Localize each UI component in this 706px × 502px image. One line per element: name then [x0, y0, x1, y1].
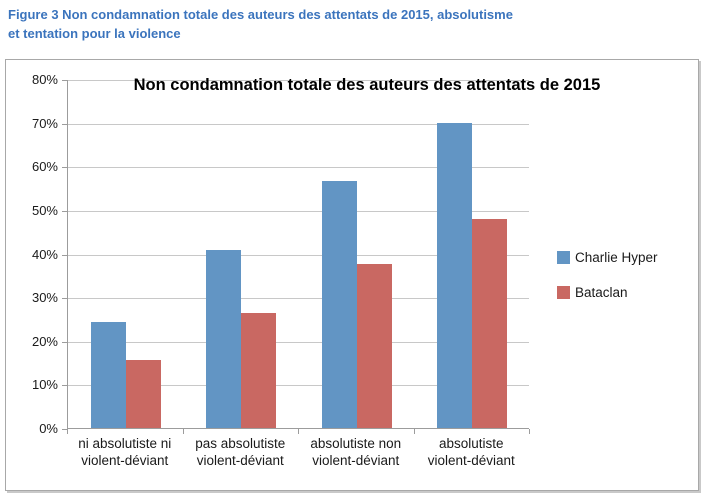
x-axis-category-label: absolutiste non violent-déviant — [310, 436, 402, 468]
gridline — [68, 210, 529, 212]
bar-charlie-hyper — [321, 180, 357, 428]
x-axis-category-label: pas absolutiste violent-déviant — [195, 436, 286, 468]
y-axis-tick-label: 80% — [31, 72, 58, 87]
x-axis-tick — [529, 429, 530, 434]
bar-bataclan — [472, 219, 508, 428]
y-axis-tick — [62, 80, 67, 81]
y-axis-tick — [62, 341, 67, 343]
x-axis-category-label: ni absolutiste ni violent-déviant — [78, 436, 172, 468]
bar-charlie-hyper — [90, 321, 126, 428]
gridline — [68, 167, 529, 169]
x-axis-tick — [67, 429, 68, 434]
bar-bataclan — [125, 359, 161, 428]
y-axis-tick-label: 50% — [31, 202, 58, 218]
y-axis-tick — [62, 167, 67, 169]
legend-item: Bataclan — [557, 285, 658, 300]
x-axis-category-label: absolutiste violent-déviant — [427, 436, 515, 468]
legend-label: Bataclan — [575, 285, 628, 300]
bar-charlie-hyper — [206, 250, 242, 428]
chart-title: Non condamnation totale des auteurs des … — [133, 76, 601, 94]
figure-caption-line1: Figure 3 Non condamnation totale des aut… — [8, 7, 513, 22]
gridline — [68, 298, 529, 300]
gridline — [68, 385, 529, 387]
x-axis-tick — [182, 429, 184, 434]
y-axis-tick-label: 40% — [31, 246, 58, 262]
gridline — [68, 341, 529, 343]
y-axis-tick-label: 20% — [31, 333, 58, 349]
bar-charlie-hyper — [437, 122, 473, 428]
y-axis-tick — [62, 385, 67, 387]
x-axis-tick — [413, 429, 415, 434]
bar-bataclan — [241, 312, 277, 428]
y-axis-tick — [62, 429, 67, 430]
y-axis-tick — [62, 123, 67, 125]
y-axis-tick — [62, 210, 67, 212]
legend: Charlie Hyper Bataclan — [557, 250, 658, 320]
figure-caption-line2: et tentation pour la violence — [8, 26, 181, 41]
plot-area — [67, 80, 529, 429]
bar-bataclan — [356, 264, 392, 428]
y-axis-tick-label: 70% — [31, 115, 58, 131]
gridline — [68, 123, 529, 125]
x-axis-tick — [298, 429, 299, 434]
gridline — [68, 254, 529, 256]
y-axis-tick — [62, 254, 67, 256]
y-axis-tick-label: 60% — [31, 159, 58, 175]
chart-container: Non condamnation totale des auteurs des … — [5, 59, 699, 491]
legend-swatch-icon — [557, 251, 570, 264]
legend-label: Charlie Hyper — [575, 250, 658, 265]
y-axis-tick-label: 30% — [31, 290, 58, 306]
y-axis-tick-label: 0% — [39, 421, 58, 436]
gridline — [68, 80, 529, 81]
legend-item: Charlie Hyper — [557, 250, 658, 265]
figure-caption: Figure 3 Non condamnation totale des aut… — [8, 5, 688, 43]
y-axis-tick-label: 10% — [31, 377, 58, 393]
legend-swatch-icon — [557, 286, 570, 299]
y-axis-tick — [62, 298, 67, 300]
